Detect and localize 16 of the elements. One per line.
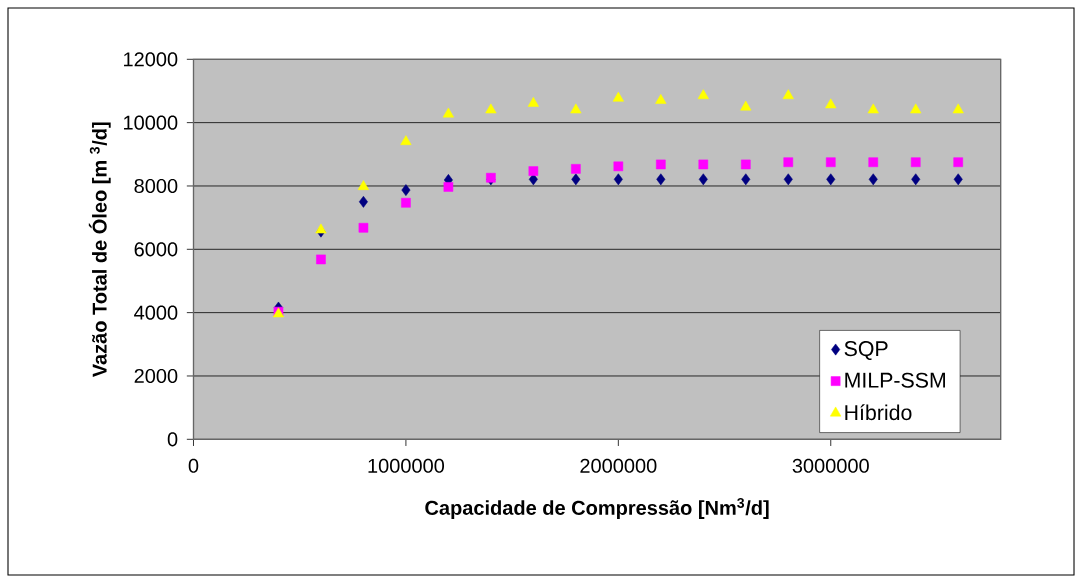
y-tick-label: 0 — [167, 432, 178, 447]
y-tick-label: 10000 — [124, 115, 178, 130]
legend-label: SQP — [844, 341, 888, 361]
legend-label: Híbrido — [845, 404, 912, 421]
y-tick-label: 6000 — [134, 242, 178, 257]
x-tick-label: 0 — [188, 458, 199, 473]
y-axis-title: Vazão Total de Óleo [m $^{3}$/d] — [88, 122, 111, 378]
x-tick-label: 1000000 — [368, 458, 445, 473]
y-tick-label: 8000 — [134, 178, 178, 194]
y-tick-label: 4000 — [134, 305, 178, 320]
x-tick-label: 2000000 — [580, 458, 657, 473]
y-tick-label: 12000 — [124, 52, 178, 67]
legend-label: MILP-SSM — [845, 372, 945, 388]
x-axis-title: Capacidade de Compressão [Nm$^{3}$/d] — [425, 498, 769, 519]
x-tick-label: 3000000 — [792, 458, 869, 473]
y-tick-label: 2000 — [134, 368, 178, 384]
